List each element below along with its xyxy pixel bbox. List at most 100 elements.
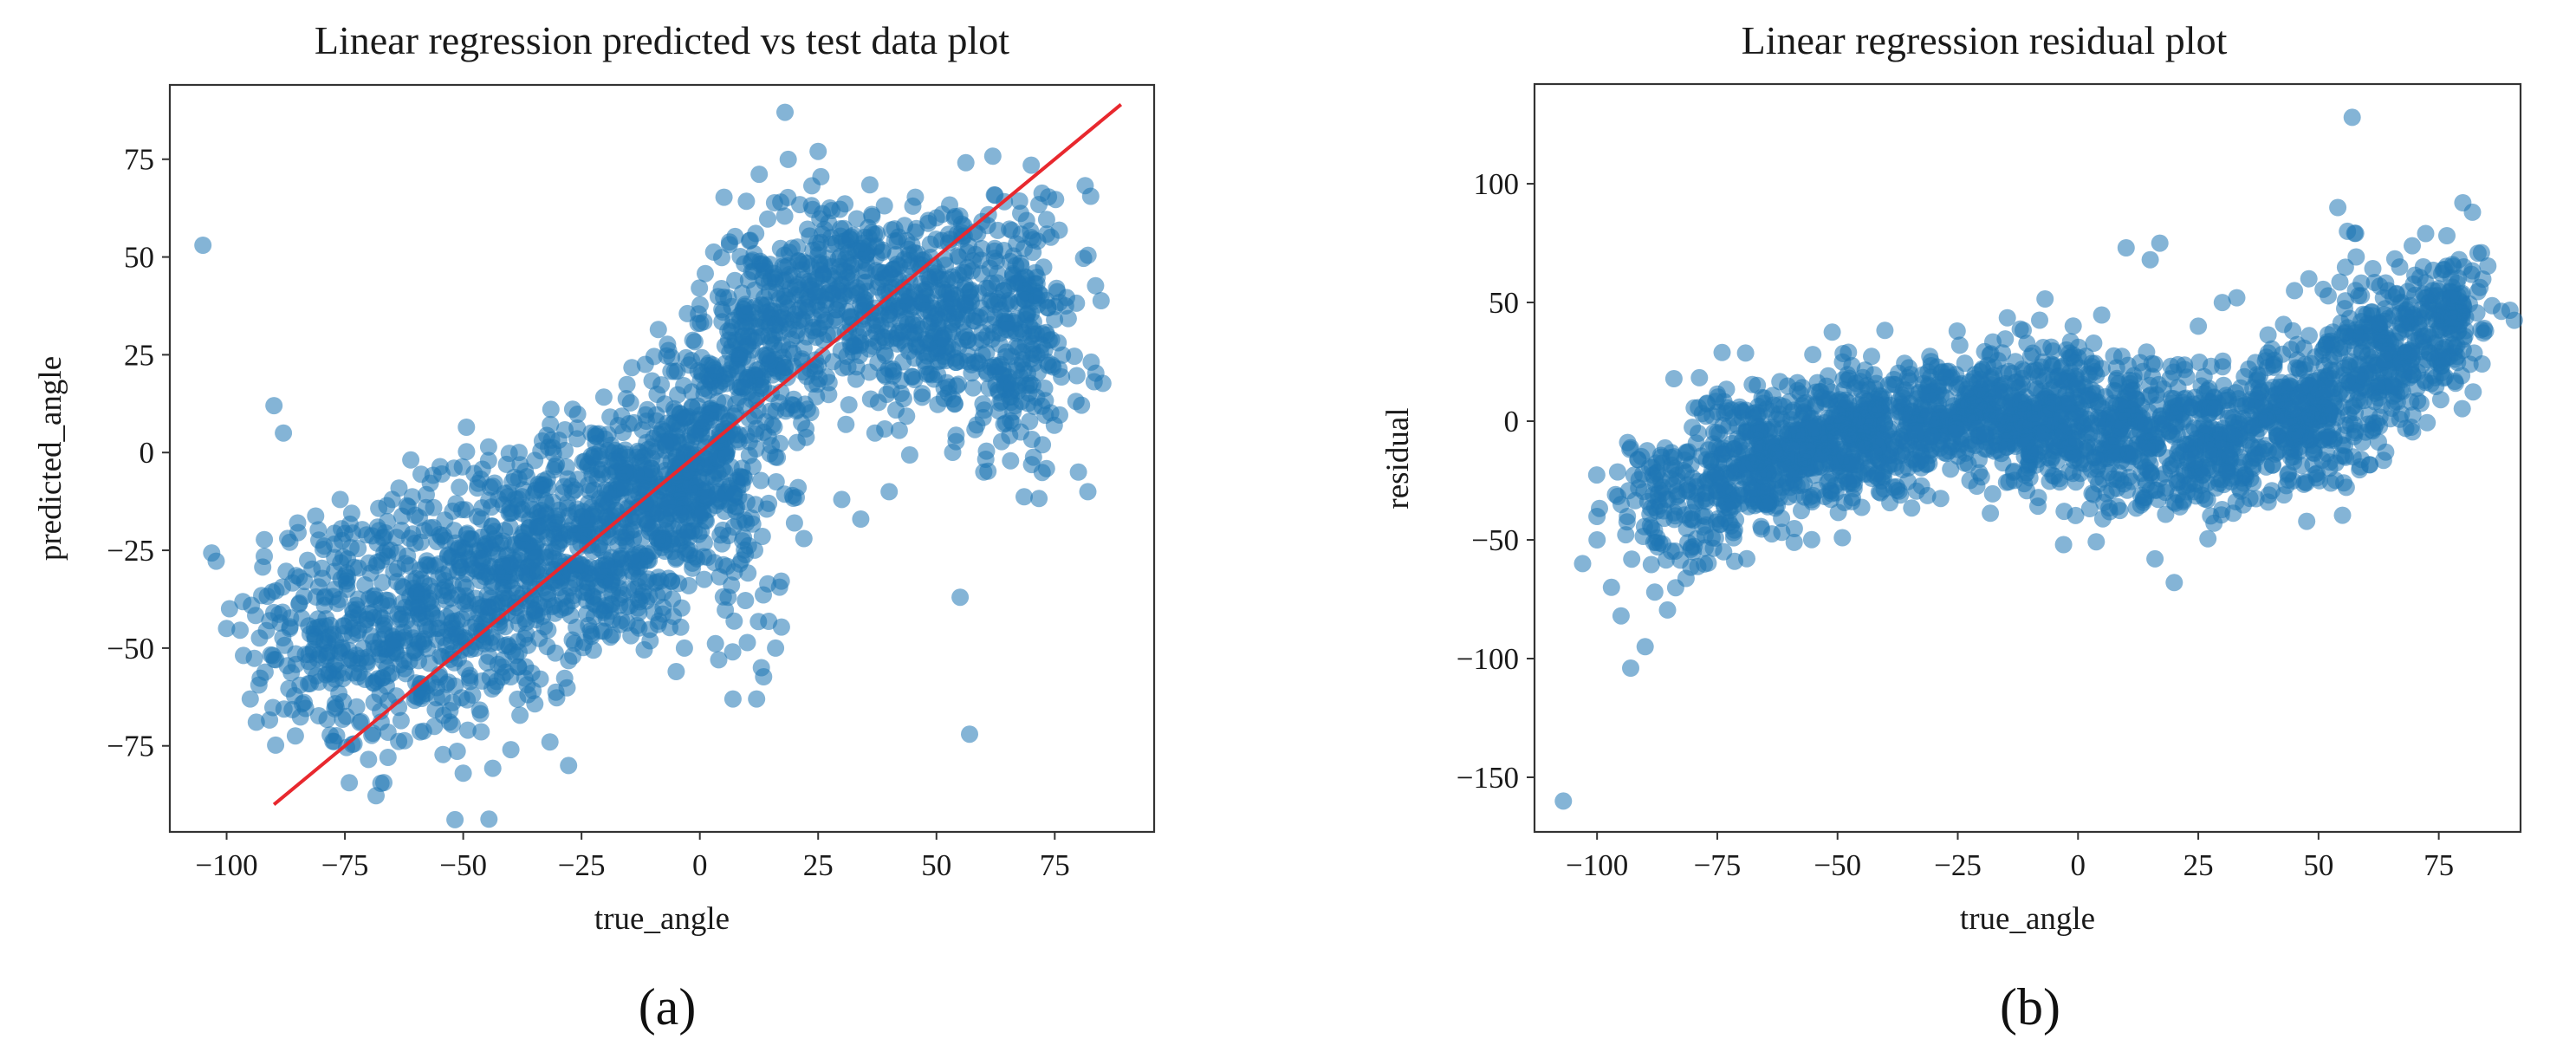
data-point xyxy=(1623,550,1641,568)
data-point xyxy=(814,205,832,223)
data-point xyxy=(256,530,274,549)
data-point xyxy=(1002,221,1021,239)
data-point xyxy=(867,323,886,341)
data-point xyxy=(1642,555,1660,574)
data-point xyxy=(2067,473,2085,491)
data-point xyxy=(395,731,413,750)
data-point xyxy=(345,664,363,682)
data-point xyxy=(524,538,542,556)
data-point xyxy=(447,495,465,513)
data-point xyxy=(1996,330,2015,348)
data-point xyxy=(866,424,884,442)
data-point xyxy=(1677,569,1695,588)
data-point xyxy=(643,438,661,456)
data-point xyxy=(568,430,586,448)
data-point xyxy=(654,598,672,616)
data-point xyxy=(1697,473,1715,491)
data-point xyxy=(1982,368,2001,386)
data-point xyxy=(267,736,285,754)
data-point xyxy=(509,643,528,661)
chart-b-plot-area xyxy=(1533,82,2522,834)
data-point xyxy=(410,596,428,614)
data-point xyxy=(841,308,859,327)
data-point xyxy=(947,426,965,445)
data-point xyxy=(951,588,970,607)
data-point xyxy=(333,639,351,657)
data-point xyxy=(1908,441,1925,458)
data-point xyxy=(1816,393,1834,412)
data-point xyxy=(2174,393,2192,412)
data-point xyxy=(555,669,574,687)
data-point xyxy=(676,544,694,562)
data-point xyxy=(327,698,345,717)
data-point xyxy=(1736,344,1755,362)
data-point xyxy=(762,437,781,455)
data-point xyxy=(894,287,912,304)
data-point xyxy=(2060,418,2078,436)
data-point xyxy=(692,411,711,429)
data-point xyxy=(966,420,984,438)
data-point xyxy=(990,357,1008,375)
data-point xyxy=(852,510,870,528)
data-point xyxy=(832,341,850,360)
data-point xyxy=(509,690,527,708)
data-point xyxy=(695,570,713,588)
data-point xyxy=(779,188,797,206)
data-point xyxy=(985,295,1003,314)
data-point xyxy=(2080,366,2099,384)
data-point xyxy=(1671,551,1690,569)
data-point xyxy=(837,415,855,433)
data-point xyxy=(533,522,551,540)
data-point xyxy=(964,312,983,330)
data-point xyxy=(904,197,922,215)
data-point xyxy=(783,486,801,504)
data-point xyxy=(618,375,636,393)
data-point xyxy=(475,597,492,615)
data-point xyxy=(1890,364,1907,382)
data-point xyxy=(835,219,853,237)
data-point xyxy=(1794,403,1813,421)
data-point xyxy=(589,461,607,478)
data-point xyxy=(1015,239,1033,257)
data-point xyxy=(833,490,851,509)
data-point xyxy=(1907,425,1925,443)
data-point xyxy=(723,318,741,336)
data-point xyxy=(762,402,780,420)
data-point xyxy=(779,150,797,168)
data-point xyxy=(2112,439,2129,458)
data-point xyxy=(898,407,916,425)
data-point xyxy=(1855,397,1873,415)
data-point xyxy=(2014,375,2031,393)
chart-a-y-label: predicted_angle xyxy=(33,356,68,561)
data-point xyxy=(957,153,975,172)
data-point xyxy=(243,596,261,614)
data-point xyxy=(569,471,587,489)
data-point xyxy=(265,397,283,415)
data-point xyxy=(1827,484,1845,502)
data-point xyxy=(748,690,766,708)
data-point xyxy=(776,402,795,420)
data-point xyxy=(847,370,865,388)
data-point xyxy=(478,564,496,582)
data-point xyxy=(609,536,627,554)
data-point xyxy=(194,237,212,254)
data-point xyxy=(1843,453,1861,471)
data-point xyxy=(1017,211,1035,230)
data-point xyxy=(755,586,772,604)
data-point xyxy=(1713,343,1731,361)
data-point xyxy=(497,455,516,473)
data-point xyxy=(667,663,685,680)
data-point xyxy=(1970,451,1988,469)
data-point xyxy=(1067,367,1086,385)
data-point xyxy=(1002,451,1020,470)
data-point xyxy=(331,490,349,509)
data-point xyxy=(1983,484,2002,503)
data-point xyxy=(615,463,633,481)
data-point xyxy=(309,521,328,539)
data-point xyxy=(587,425,605,443)
data-point xyxy=(1026,263,1044,282)
data-point xyxy=(1743,375,1762,393)
data-point xyxy=(412,690,431,707)
data-point xyxy=(712,280,730,297)
